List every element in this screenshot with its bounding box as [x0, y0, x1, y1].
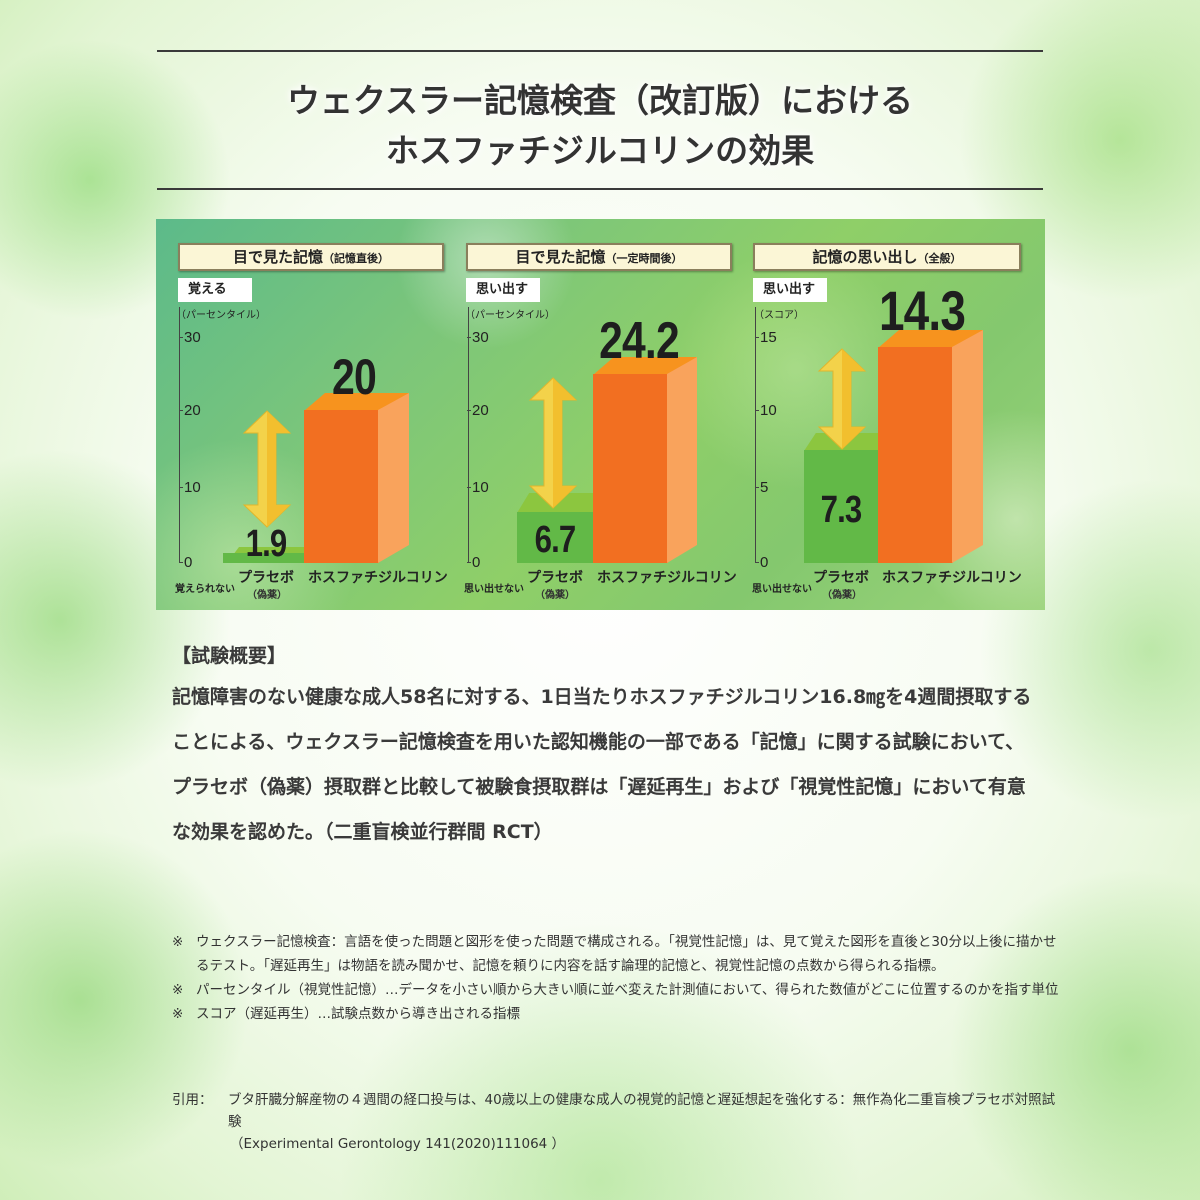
note-mark: ※ — [172, 982, 184, 998]
y-tick-20: 20 — [179, 402, 201, 419]
y-axis — [179, 307, 180, 563]
placebo-value: 6.7 — [534, 519, 577, 561]
citation-source: （Experimental Gerontology 141(2020)11106… — [230, 1136, 566, 1152]
chart-memory-recall-general: 記憶の思い出し（全般） 思い出す （スコア） 15 10 5 0 思い出せない … — [740, 219, 1045, 610]
title-top-rule — [157, 50, 1043, 52]
zero-label: 覚えられない — [175, 584, 235, 595]
summary-body: 記憶障害のない健康な成人58名に対する、1日当たりホスファチジルコリン16.8㎎… — [172, 686, 1032, 843]
y-tick-5: 5 — [754, 479, 769, 496]
y-axis — [468, 307, 469, 563]
citation-content: ブタ肝臓分解産物の４週間の経口投与は、40歳以上の健康な成人の視覚的記憶と遅延想… — [228, 1089, 1062, 1155]
y-axis-unit: （スコア） — [754, 310, 804, 321]
y-axis-unit: （パーセンタイル） — [176, 310, 266, 321]
treatment-value: 14.3 — [878, 279, 966, 342]
chart-title: 記憶の思い出し（全般） — [753, 243, 1021, 271]
y-tick-10: 10 — [755, 402, 777, 419]
note-text: パーセンタイル（視覚性記憶）…データを小さい順から大きい順に並べ変えた計測値にお… — [196, 982, 1059, 998]
chart-tag: 思い出す — [753, 278, 827, 302]
chart-title-sub: （記憶直後） — [323, 252, 389, 265]
treatment-value: 20 — [332, 349, 377, 405]
chart-visual-memory-immediate: 目で見た記憶（記憶直後） 覚える （パーセンタイル） 30 20 10 0 覚え… — [156, 219, 451, 610]
treatment-bar-side — [667, 357, 697, 563]
y-tick-0: 0 — [466, 554, 481, 571]
chart-tag: 覚える — [178, 278, 252, 302]
study-summary: 【試験概要】 記憶障害のない健康な成人58名に対する、1日当たりホスファチジルコ… — [172, 641, 1052, 855]
note-text: ウェクスラー記憶検査：言語を使った問題と図形を使った問題で構成される。「視覚性記… — [196, 934, 1057, 974]
placebo-bar — [223, 553, 305, 563]
chart-title-main: 記憶の思い出し — [812, 248, 918, 266]
treatment-bar-top — [593, 357, 697, 375]
y-axis-unit: （パーセンタイル） — [465, 310, 555, 321]
citation: 引用： ブタ肝臓分解産物の４週間の経口投与は、40歳以上の健康な成人の視覚的記憶… — [172, 1089, 1062, 1155]
chart-panel: 目で見た記憶（記憶直後） 覚える （パーセンタイル） 30 20 10 0 覚え… — [156, 219, 1045, 610]
citation-text: ブタ肝臓分解産物の４週間の経口投与は、40歳以上の健康な成人の視覚的記憶と遅延想… — [228, 1092, 1056, 1130]
zero-label: 思い出せない — [464, 584, 524, 595]
chart-title-main: 目で見た記憶 — [515, 248, 606, 266]
y-tick-10: 10 — [179, 479, 201, 496]
double-arrow-icon — [817, 348, 867, 450]
page-title: ウェクスラー記憶検査（改訂版）における ホスファチジルコリンの効果 — [157, 76, 1043, 176]
chart-tag: 思い出す — [466, 278, 540, 302]
double-arrow-icon — [528, 377, 578, 509]
treatment-value: 24.2 — [599, 312, 680, 370]
y-tick-30: 30 — [179, 329, 201, 346]
treatment-bar-side — [378, 393, 409, 563]
treatment-bar-top — [878, 330, 983, 348]
placebo-label: プラセボ — [527, 570, 583, 586]
placebo-bar — [517, 512, 593, 563]
placebo-sublabel: （偽薬） — [247, 590, 287, 601]
placebo-bar — [804, 450, 878, 563]
page-title-line2: ホスファチジルコリンの効果 — [385, 131, 815, 170]
chart-title: 目で見た記憶（一定時間後） — [466, 243, 732, 271]
zero-label: 思い出せない — [752, 584, 812, 595]
chart-title-sub: （一定時間後） — [605, 252, 683, 265]
treatment-label: ホスファチジルコリン — [597, 570, 737, 586]
y-tick-0: 0 — [178, 554, 193, 571]
page-title-line1: ウェクスラー記憶検査（改訂版）における — [286, 81, 913, 120]
placebo-value: 7.3 — [820, 489, 863, 531]
footnote: ※ パーセンタイル（視覚性記憶）…データを小さい順から大きい順に並べ変えた計測値… — [172, 978, 1062, 1002]
chart-title-sub: （全般） — [917, 252, 962, 265]
chart-visual-memory-delayed: 目で見た記憶（一定時間後） 思い出す （パーセンタイル） 30 20 10 0 … — [445, 219, 740, 610]
treatment-bar-top — [304, 393, 409, 411]
footnote: ※ スコア（遅延再生）…試験点数から導き出される指標 — [172, 1002, 1062, 1026]
treatment-bar — [304, 410, 379, 563]
footnotes: ※ ウェクスラー記憶検査：言語を使った問題と図形を使った問題で構成される。「視覚… — [172, 930, 1062, 1026]
chart-title: 目で見た記憶（記憶直後） — [178, 243, 444, 271]
placebo-value: 1.9 — [245, 523, 288, 565]
placebo-sublabel: （偽薬） — [535, 590, 575, 601]
treatment-bar — [593, 374, 668, 563]
title-bottom-rule — [157, 188, 1043, 190]
treatment-label: ホスファチジルコリン — [308, 570, 448, 586]
footnote: ※ ウェクスラー記憶検査：言語を使った問題と図形を使った問題で構成される。「視覚… — [172, 930, 1062, 978]
y-tick-0: 0 — [754, 554, 769, 571]
y-tick-20: 20 — [467, 402, 489, 419]
placebo-label: プラセボ — [813, 570, 869, 586]
placebo-label: プラセボ — [238, 570, 294, 586]
treatment-label: ホスファチジルコリン — [882, 570, 1022, 586]
summary-heading: 【試験概要】 — [172, 645, 287, 667]
y-tick-30: 30 — [467, 329, 489, 346]
note-text: スコア（遅延再生）…試験点数から導き出される指標 — [196, 1006, 520, 1022]
placebo-sublabel: （偽薬） — [822, 590, 862, 601]
note-mark: ※ — [172, 934, 184, 950]
treatment-bar-side — [952, 330, 983, 563]
treatment-bar — [878, 347, 953, 563]
note-mark: ※ — [172, 1006, 184, 1022]
y-tick-15: 15 — [755, 329, 777, 346]
y-axis — [755, 307, 756, 563]
double-arrow-icon — [242, 410, 292, 528]
citation-label: 引用： — [172, 1092, 213, 1108]
chart-title-main: 目で見た記憶 — [232, 248, 323, 266]
y-tick-10: 10 — [467, 479, 489, 496]
